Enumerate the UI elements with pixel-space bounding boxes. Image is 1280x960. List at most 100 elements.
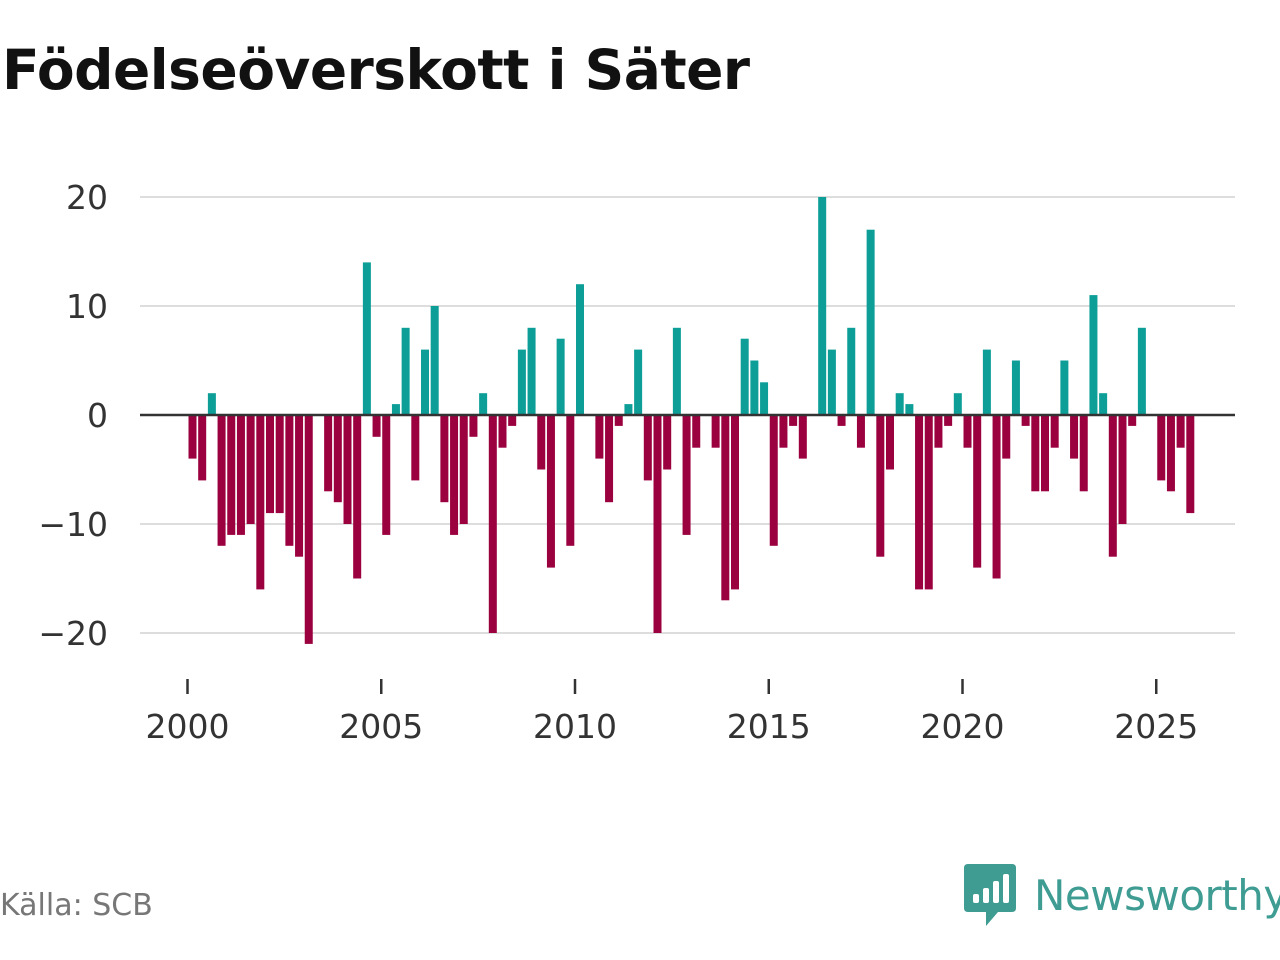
bar [498,415,507,448]
bar [1186,415,1195,514]
bar [236,415,245,535]
bar [605,415,614,503]
bar [1099,393,1108,415]
x-tick-label: 2010 [533,707,617,746]
bar [198,415,207,481]
bar [382,415,391,535]
brand-logo[interactable]: Newsworthy [964,864,1280,926]
bar [469,415,478,437]
bar [353,415,362,579]
bar [1128,415,1137,426]
bar [372,415,381,437]
bar [837,415,846,426]
bar [556,338,565,415]
bar [818,197,827,415]
bar [692,415,701,448]
bar [614,415,623,426]
bar [1137,327,1146,415]
bar [1176,415,1185,448]
bar [566,415,575,546]
bar [450,415,459,535]
bar [324,415,333,492]
bar [266,415,274,514]
bar [411,415,420,481]
bar [246,415,255,524]
bar [391,404,400,415]
bar [876,415,885,557]
bar [401,327,410,415]
y-tick-label: 10 [66,287,108,326]
bar [672,327,681,415]
bar [595,415,604,459]
x-axis: 2000 2005 2010 2015 2020 2025 [146,679,1198,746]
y-axis-labels: 20 10 0 −10 −20 [38,178,108,653]
bar [798,415,807,459]
bars [188,197,1195,644]
bar [207,393,216,415]
bar [1011,360,1020,415]
bar [1108,415,1117,557]
bar [963,415,972,448]
brand-name: Newsworthy [1034,870,1280,920]
y-tick-label: −10 [38,505,108,544]
bar [624,404,633,415]
y-tick-label: −20 [38,614,108,653]
bar [1031,415,1040,492]
bar [924,415,933,590]
bar [934,415,943,448]
bar [1157,415,1166,481]
bar [973,415,982,568]
bar [1041,415,1049,492]
bar [760,382,769,415]
bar [333,415,342,503]
x-tick-label: 2000 [146,707,230,746]
bar [769,415,778,546]
bar [1079,415,1088,492]
y-tick-label: 20 [66,178,108,217]
bar [663,415,672,470]
bar [304,415,313,644]
bar [1118,415,1127,524]
bar [188,415,197,459]
bar [944,415,953,426]
bar [488,415,497,633]
bar [537,415,546,470]
bar [982,349,991,415]
bar [711,415,720,448]
bar [1021,415,1030,426]
bar [789,415,798,426]
chart-title: Födelseöverskott i Säter [2,38,750,102]
bar [479,393,488,415]
bar [440,415,449,503]
bar [740,338,749,415]
bar [517,349,526,415]
bar [895,393,904,415]
bar [295,415,304,557]
bar [731,415,739,590]
bar [750,360,759,415]
bar [886,415,894,470]
bar [653,415,662,633]
bar [576,284,584,415]
bar [634,349,643,415]
bar [546,415,555,568]
bar [682,415,691,535]
bar [847,327,856,415]
bar [459,415,468,524]
bar [508,415,517,426]
x-tick-label: 2015 [727,707,811,746]
bar [1050,415,1059,448]
bar [227,415,236,535]
bar [856,415,865,448]
bar [343,415,352,524]
bar [1070,415,1079,459]
bar [217,415,226,546]
x-tick-label: 2025 [1114,707,1198,746]
bar [1060,360,1069,415]
bar [915,415,924,590]
bar [721,415,730,601]
bar [643,415,652,481]
bar [362,262,371,415]
bar [421,349,429,415]
